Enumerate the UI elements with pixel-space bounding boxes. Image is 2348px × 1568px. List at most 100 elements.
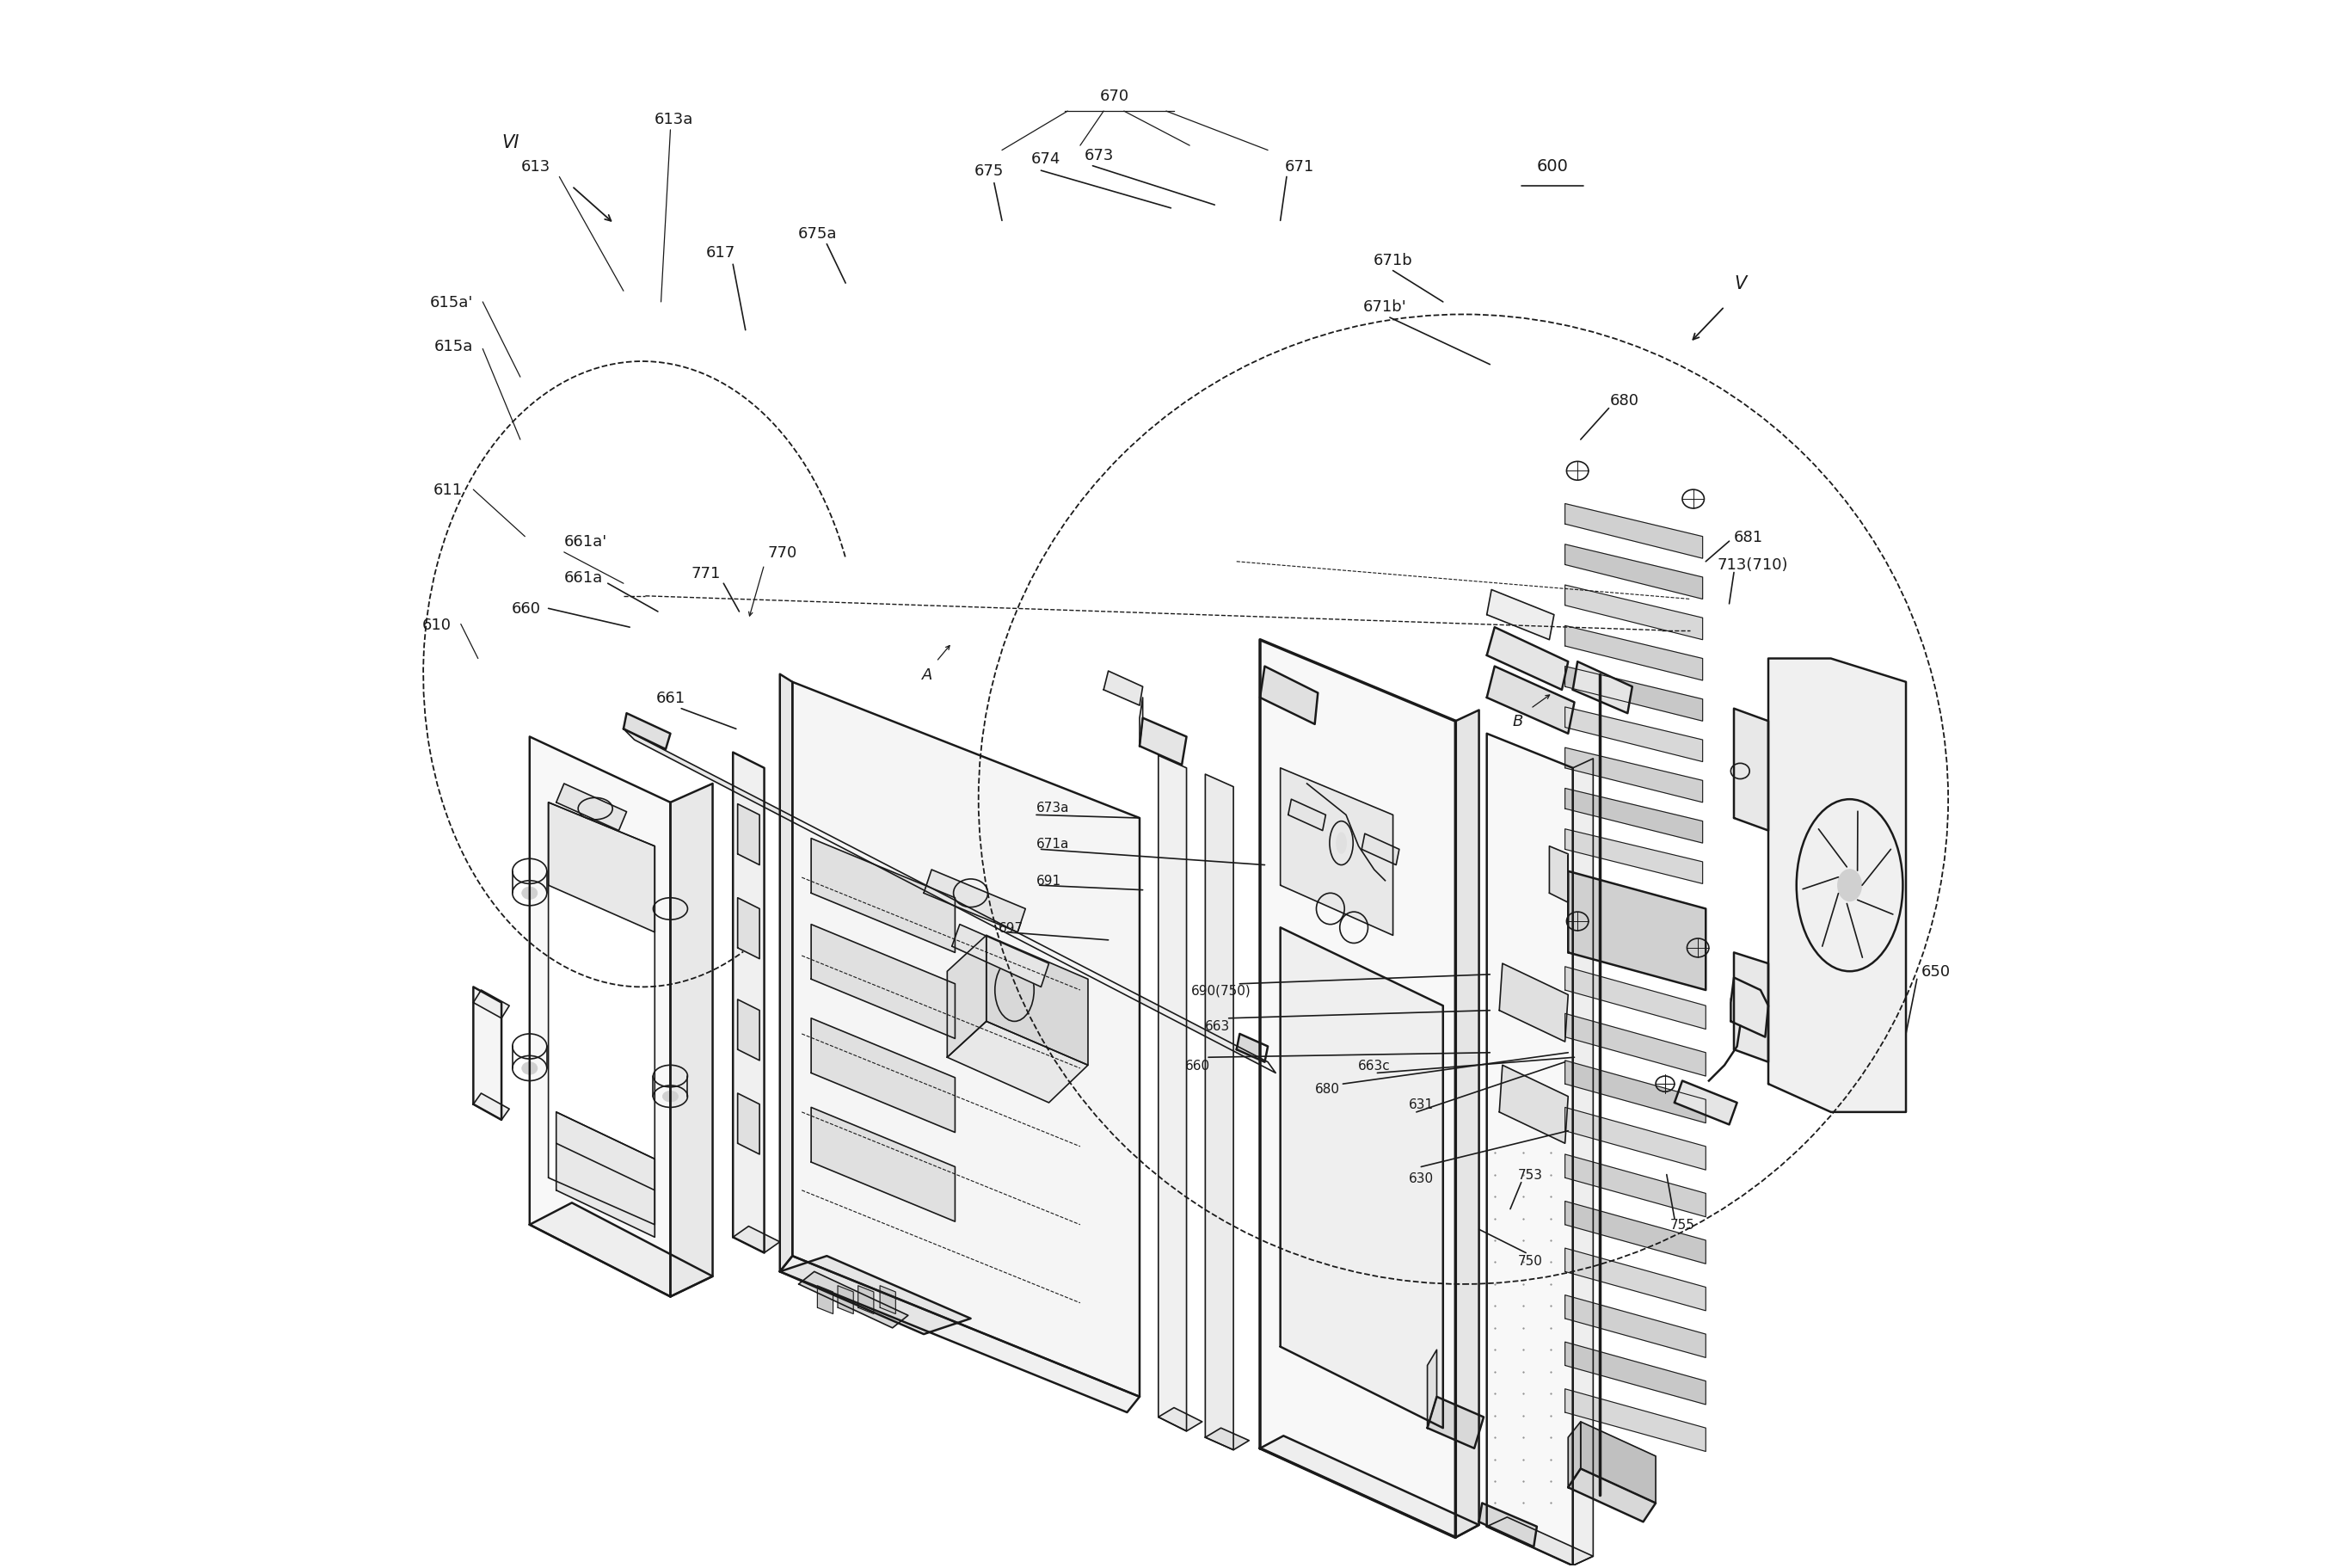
Polygon shape [780,1256,970,1334]
Text: 681: 681 [1733,530,1763,544]
Text: 660: 660 [512,601,540,616]
Polygon shape [1573,662,1632,713]
Polygon shape [1580,1422,1655,1504]
Polygon shape [1428,1350,1437,1428]
Text: 680: 680 [1315,1082,1341,1096]
Text: 673: 673 [1085,147,1113,163]
Polygon shape [1566,505,1702,558]
Polygon shape [733,753,763,1253]
Polygon shape [1566,1295,1705,1358]
Polygon shape [1566,1154,1705,1217]
Polygon shape [946,1022,1087,1102]
Text: 663: 663 [1205,1019,1230,1033]
Text: 611: 611 [432,483,463,499]
Polygon shape [556,784,627,831]
Text: 610: 610 [423,616,451,632]
Polygon shape [986,936,1087,1065]
Polygon shape [1205,775,1233,1450]
Polygon shape [556,1112,655,1237]
Polygon shape [1566,829,1702,884]
Polygon shape [1158,756,1186,1432]
Polygon shape [1237,1035,1268,1062]
Polygon shape [1568,1469,1655,1523]
Text: 661a': 661a' [564,535,608,549]
Polygon shape [737,804,758,866]
Polygon shape [1733,709,1768,831]
Text: 660: 660 [1186,1058,1209,1073]
Polygon shape [1486,590,1554,640]
Polygon shape [1566,1060,1705,1123]
Polygon shape [1139,718,1186,765]
Polygon shape [1280,768,1392,936]
Polygon shape [1566,707,1702,762]
Polygon shape [1261,666,1317,724]
Polygon shape [810,839,956,953]
Polygon shape [1428,1397,1484,1449]
Text: 713(710): 713(710) [1716,557,1789,572]
Polygon shape [474,991,510,1019]
Polygon shape [951,925,1050,988]
Polygon shape [1456,710,1479,1538]
Text: 755: 755 [1669,1218,1695,1231]
Ellipse shape [662,1091,679,1102]
Text: B: B [1512,713,1524,729]
Text: 630: 630 [1409,1171,1435,1184]
Text: 680: 680 [1611,394,1639,409]
Polygon shape [1573,759,1594,1565]
Polygon shape [1768,659,1907,1112]
Text: 674: 674 [1031,151,1061,166]
Polygon shape [1566,1201,1705,1264]
Ellipse shape [1336,833,1348,855]
Text: 671a: 671a [1035,837,1068,850]
Polygon shape [810,1019,956,1132]
Polygon shape [923,870,1026,933]
Polygon shape [625,729,1275,1073]
Polygon shape [1568,872,1705,991]
Polygon shape [1566,1107,1705,1170]
Ellipse shape [521,887,538,900]
Polygon shape [1289,800,1327,831]
Text: 615a': 615a' [430,295,474,310]
Polygon shape [798,1272,909,1328]
Polygon shape [1566,789,1702,844]
Text: 613: 613 [521,158,552,174]
Polygon shape [1566,748,1702,803]
Text: 675: 675 [974,163,1005,179]
Polygon shape [1479,1504,1538,1548]
Polygon shape [1158,1408,1202,1432]
Polygon shape [1566,967,1705,1030]
Text: 613a: 613a [655,111,693,127]
Polygon shape [880,1286,895,1314]
Polygon shape [810,925,956,1040]
Text: 691: 691 [1035,875,1061,887]
Polygon shape [838,1286,852,1314]
Polygon shape [1568,1422,1580,1488]
Text: 661a: 661a [564,569,603,585]
Text: VI: VI [502,135,519,152]
Text: 675a: 675a [798,226,836,241]
Polygon shape [549,803,655,1225]
Text: 631: 631 [1409,1098,1435,1110]
Polygon shape [810,1107,956,1221]
Polygon shape [1566,1389,1705,1452]
Text: 671b: 671b [1374,252,1413,268]
Text: 650: 650 [1921,964,1951,980]
Ellipse shape [1838,870,1862,902]
Polygon shape [1566,666,1702,721]
Polygon shape [1730,978,1768,1038]
Polygon shape [737,898,758,960]
Text: 671b': 671b' [1364,299,1406,315]
Polygon shape [549,803,655,933]
Text: 690(750): 690(750) [1190,983,1251,997]
Polygon shape [817,1286,834,1314]
Text: 600: 600 [1536,158,1568,174]
Polygon shape [1261,1436,1479,1538]
Polygon shape [737,1000,758,1060]
Polygon shape [1566,585,1702,640]
Polygon shape [1486,666,1576,734]
Polygon shape [1500,964,1568,1041]
Text: 697: 697 [998,922,1024,935]
Polygon shape [1566,544,1702,599]
Text: 753: 753 [1519,1168,1543,1181]
Text: 750: 750 [1519,1254,1543,1267]
